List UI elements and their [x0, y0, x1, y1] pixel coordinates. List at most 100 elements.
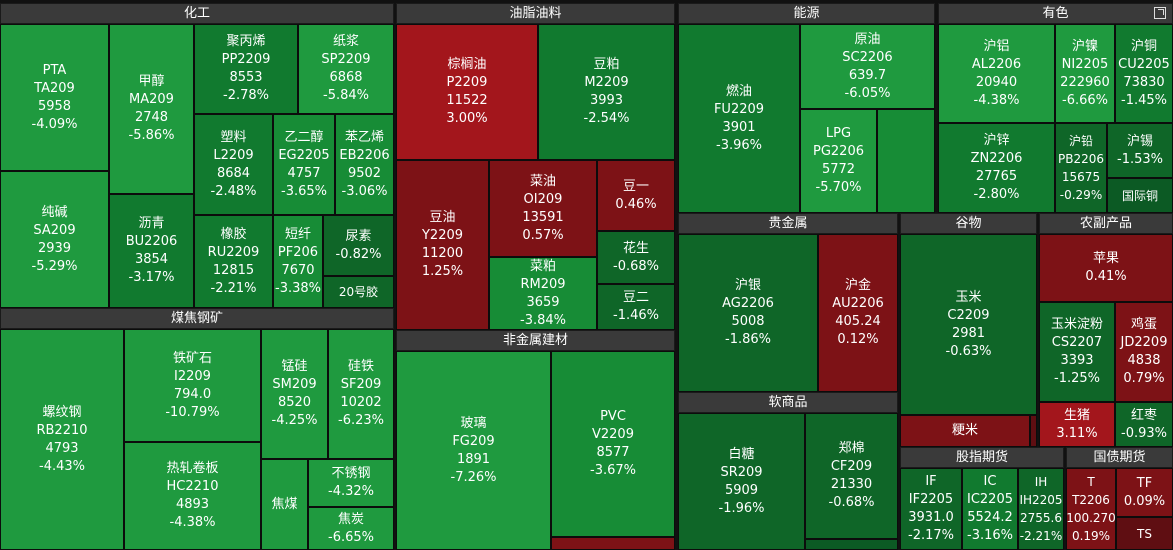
- tile-m[interactable]: 豆粕 M2209 3993 -2.54%: [538, 24, 675, 160]
- section-header-nonferrous[interactable]: 有色: [938, 3, 1173, 24]
- tile-l[interactable]: 塑料 L2209 8684 -2.48%: [194, 114, 273, 215]
- tile-code: AU2206: [832, 296, 884, 311]
- tile-al[interactable]: 沪铝 AL2206 20940 -4.38%: [938, 24, 1055, 123]
- tile-y[interactable]: 豆油 Y2209 11200 1.25%: [396, 160, 489, 330]
- section-header-grain[interactable]: 谷物: [900, 213, 1037, 234]
- tile-grain-unlabeled[interactable]: [1030, 415, 1037, 447]
- tile-change: -3.38%: [275, 280, 321, 296]
- tile-rb[interactable]: 螺纹钢 RB2210 4793 -4.43%: [0, 329, 124, 550]
- tile-ss[interactable]: 不锈钢 -4.32%: [308, 459, 394, 507]
- tile-ni[interactable]: 沪镍 NI2205 222960 -6.66%: [1055, 24, 1115, 123]
- section-header-energy[interactable]: 能源: [678, 3, 935, 24]
- tile-ur[interactable]: 尿素 -0.82%: [323, 215, 394, 276]
- tile-c[interactable]: 玉米 C2209 2981 -0.63%: [900, 234, 1037, 415]
- tile-nr[interactable]: 20号胶: [323, 276, 394, 308]
- tile-zn[interactable]: 沪锌 ZN2206 27765 -2.80%: [938, 123, 1055, 213]
- section-header-agri[interactable]: 农副产品: [1039, 213, 1173, 234]
- tile-pta[interactable]: PTA TA209 5958 -4.09%: [0, 24, 109, 171]
- tile-code: MA209: [129, 92, 174, 107]
- tile-sr[interactable]: 白糖 SR209 5909 -1.96%: [678, 413, 805, 550]
- section-header-precious[interactable]: 贵金属: [678, 213, 898, 234]
- tile-jd[interactable]: 鸡蛋 JD2209 4838 0.79%: [1115, 302, 1173, 402]
- tile-name: 不锈钢: [331, 466, 371, 481]
- tile-soft-unlabeled[interactable]: [805, 539, 898, 550]
- tile-a[interactable]: 豆一 0.46%: [597, 160, 675, 231]
- tile-au[interactable]: 沪金 AU2206 405.24 0.12%: [818, 234, 898, 392]
- section-header-bond-futures[interactable]: 国债期货: [1066, 447, 1173, 468]
- tile-jr[interactable]: 粳米: [900, 415, 1030, 447]
- section-header-nonmetal[interactable]: 非金属建材: [396, 330, 675, 351]
- tile-sm[interactable]: 锰硅 SM209 8520 -4.25%: [261, 329, 328, 459]
- tile-sp[interactable]: 纸浆 SP2209 6868 -5.84%: [298, 24, 394, 114]
- tile-pk[interactable]: 花生 -0.68%: [597, 231, 675, 284]
- tile-cs[interactable]: 玉米淀粉 CS2207 3393 -1.25%: [1039, 302, 1115, 402]
- tile-sf[interactable]: 硅铁 SF209 10202 -6.23%: [328, 329, 394, 459]
- tile-ih[interactable]: IH IH2205 2755.6 -2.21%: [1018, 468, 1064, 550]
- tile-pf[interactable]: 短纤 PF206 7670 -3.38%: [273, 215, 323, 308]
- tile-ma[interactable]: 甲醇 MA209 2748 -5.86%: [109, 24, 194, 194]
- tile-rm[interactable]: 菜粕 RM209 3659 -3.84%: [489, 257, 597, 330]
- tile-code: BU2206: [125, 234, 178, 249]
- tile-ru[interactable]: 橡胶 RU2209 12815 -2.21%: [194, 215, 273, 308]
- tile-name: PVC: [600, 409, 626, 424]
- expand-icon[interactable]: [1154, 7, 1166, 19]
- tile-name: 锰硅: [281, 359, 308, 374]
- tile-sn[interactable]: 沪锡 -1.53%: [1107, 123, 1173, 178]
- tile-ap[interactable]: 苹果 0.41%: [1039, 234, 1173, 302]
- tile-bc[interactable]: 国际铜: [1107, 178, 1173, 213]
- tile-bu[interactable]: 沥青 BU2206 3854 -3.17%: [109, 194, 194, 308]
- tile-hc[interactable]: 热轧卷板 HC2210 4893 -4.38%: [124, 442, 261, 550]
- tile-code: NI2205: [1061, 56, 1109, 72]
- tile-code: CS2207: [1051, 335, 1103, 350]
- tile-i[interactable]: 铁矿石 I2209 794.0 -10.79%: [124, 329, 261, 442]
- tile-pg[interactable]: LPG PG2206 5772 -5.70%: [800, 109, 877, 213]
- tile-cf[interactable]: 郑棉 CF209 21330 -0.68%: [805, 413, 898, 539]
- tile-price: 405.24: [835, 314, 881, 329]
- tile-change: -0.82%: [335, 246, 382, 262]
- tile-name: 纸浆: [332, 34, 359, 49]
- tile-pp[interactable]: 聚丙烯 PP2209 8553 -2.78%: [194, 24, 298, 114]
- tile-b[interactable]: 豆二 -1.46%: [597, 284, 675, 330]
- tile-ag[interactable]: 沪银 AG2206 5008 -1.86%: [678, 234, 818, 392]
- tile-price: 7670: [281, 262, 315, 278]
- tile-jm[interactable]: 焦煤: [261, 459, 308, 550]
- section-header-soft[interactable]: 软商品: [678, 392, 898, 413]
- section-header-coal-steel[interactable]: 煤焦钢矿: [0, 308, 394, 329]
- tile-t[interactable]: T T2206 100.270 0.19%: [1066, 468, 1116, 550]
- tile-p[interactable]: 棕榈油 P2209 11522 3.00%: [396, 24, 538, 160]
- tile-eb[interactable]: 苯乙烯 EB2206 9502 -3.06%: [335, 114, 394, 215]
- tile-code: RB2210: [36, 422, 88, 438]
- tile-price: 13591: [522, 209, 564, 225]
- tile-change: -2.78%: [223, 88, 269, 103]
- tile-cj[interactable]: 红枣 -0.93%: [1115, 402, 1173, 447]
- tile-change: -3.65%: [281, 183, 327, 199]
- tile-price: 8684: [216, 165, 251, 181]
- tile-name: PTA: [42, 62, 67, 78]
- tile-oi[interactable]: 菜油 OI209 13591 0.57%: [489, 160, 597, 257]
- tile-code: RM209: [520, 276, 566, 292]
- tile-v[interactable]: PVC V2209 8577 -3.67%: [551, 351, 675, 537]
- tile-sa[interactable]: 纯碱 SA209 2939 -5.29%: [0, 171, 109, 308]
- tile-if[interactable]: IF IF2205 3931.0 -2.17%: [900, 468, 962, 550]
- tile-ts[interactable]: TS: [1116, 517, 1173, 550]
- tile-j[interactable]: 焦炭 -6.65%: [308, 507, 394, 550]
- tile-price: 11522: [446, 93, 488, 108]
- tile-code: RU2209: [207, 244, 260, 260]
- tile-name: 尿素: [345, 228, 372, 244]
- tile-energy-unlabeled[interactable]: [877, 109, 935, 213]
- tile-fu[interactable]: 燃油 FU2209 3901 -3.96%: [678, 24, 800, 213]
- section-header-index-futures[interactable]: 股指期货: [900, 447, 1064, 468]
- section-header-oil[interactable]: 油脂油料: [396, 3, 675, 24]
- tile-lh[interactable]: 生猪 3.11%: [1039, 402, 1115, 447]
- tile-fg[interactable]: 玻璃 FG209 1891 -7.26%: [396, 351, 551, 550]
- tile-price: 27765: [975, 169, 1018, 184]
- tile-tf[interactable]: TF 0.09%: [1116, 468, 1173, 517]
- section-header-chemical[interactable]: 化工: [0, 3, 394, 24]
- tile-change: -2.17%: [908, 528, 954, 543]
- tile-pb[interactable]: 沪铅 PB2206 15675 -0.29%: [1055, 123, 1107, 213]
- tile-sc[interactable]: 原油 SC2206 639.7 -6.05%: [800, 24, 935, 109]
- tile-nonmetal-unlabeled[interactable]: [551, 537, 675, 550]
- tile-ic[interactable]: IC IC2205 5524.2 -3.16%: [962, 468, 1018, 550]
- tile-eg[interactable]: 乙二醇 EG2205 4757 -3.65%: [273, 114, 335, 215]
- tile-cu[interactable]: 沪铜 CU2205 73830 -1.45%: [1115, 24, 1173, 123]
